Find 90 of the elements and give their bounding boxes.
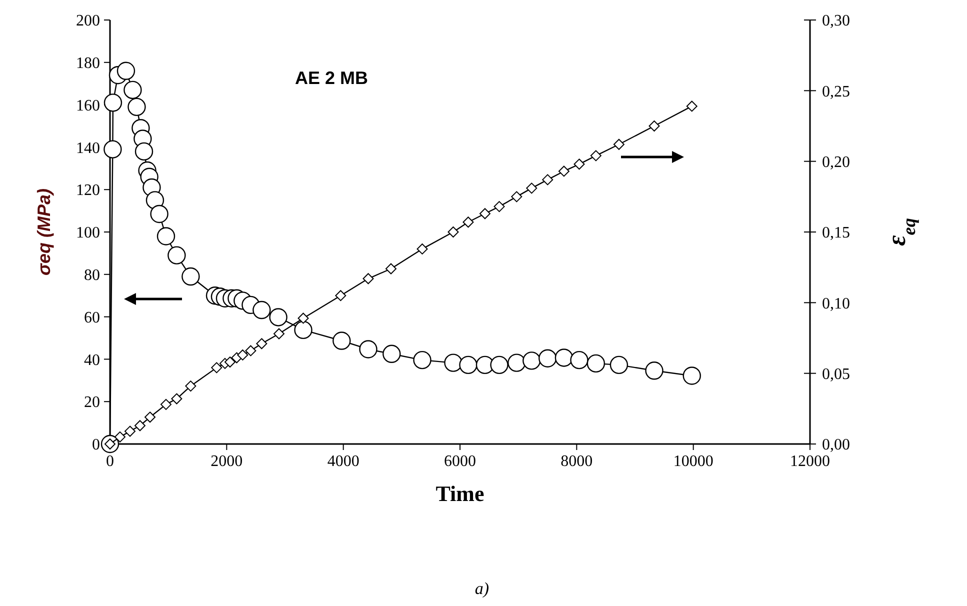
- point: [558, 166, 570, 177]
- point: [494, 201, 505, 212]
- point: [124, 80, 142, 100]
- point: [185, 380, 196, 392]
- point: [570, 350, 588, 370]
- point: [682, 366, 701, 385]
- point: [413, 350, 432, 370]
- x-tick-label: 8000: [560, 453, 593, 470]
- point: [362, 273, 374, 284]
- y-tick-label: 40: [84, 352, 100, 369]
- point: [416, 243, 428, 254]
- y-tick-label: 60: [84, 309, 100, 326]
- point: [104, 94, 122, 112]
- x-axis-title: Time: [436, 481, 484, 506]
- y-axis-title: σeq (MPa): [34, 188, 54, 276]
- y-tick-label: 120: [76, 182, 100, 200]
- point: [574, 158, 585, 170]
- point: [294, 320, 312, 340]
- point: [382, 344, 401, 363]
- y2-tick-label: 0,10: [822, 295, 850, 312]
- point: [182, 267, 200, 286]
- point: [645, 362, 664, 380]
- point: [335, 290, 346, 302]
- annotation: AE 2 MB: [295, 68, 368, 88]
- y-tick-label: 20: [84, 394, 100, 412]
- point: [224, 356, 236, 368]
- x-tick-label: 2000: [210, 453, 243, 470]
- y2-tick-label: 0,15: [822, 224, 850, 242]
- point: [610, 356, 628, 374]
- y-tick-label: 80: [84, 267, 100, 284]
- point: [459, 356, 478, 374]
- point: [150, 204, 168, 224]
- x-tick-label: 6000: [444, 453, 476, 470]
- point: [104, 140, 122, 158]
- y-tick-label: 140: [76, 140, 100, 157]
- point: [168, 246, 186, 264]
- point: [269, 308, 288, 326]
- x-tick-label: 4000: [327, 453, 360, 470]
- point: [479, 208, 490, 220]
- y-tick-label: 100: [76, 224, 100, 242]
- point: [273, 328, 284, 340]
- point: [590, 150, 602, 162]
- y-tick-label: 0: [92, 436, 100, 454]
- point: [171, 393, 182, 404]
- x-tick-label: 0: [106, 453, 114, 470]
- point: [462, 216, 474, 228]
- point: [686, 100, 698, 112]
- point: [511, 191, 522, 202]
- point: [526, 182, 538, 194]
- point: [116, 62, 136, 80]
- text: a): [474, 579, 490, 598]
- point: [542, 174, 554, 186]
- point: [648, 120, 660, 132]
- y2-tick-label: 0,00: [822, 436, 850, 454]
- point: [256, 338, 268, 350]
- point: [134, 420, 146, 432]
- point: [237, 349, 248, 360]
- point: [554, 348, 574, 367]
- point: [128, 98, 146, 116]
- point: [156, 227, 176, 246]
- point: [134, 142, 154, 161]
- point: [385, 263, 396, 274]
- point: [508, 354, 526, 372]
- y-tick-label: 160: [76, 97, 100, 114]
- point: [448, 226, 459, 238]
- x-tick-label: 10000: [673, 453, 714, 470]
- point: [252, 300, 271, 320]
- point: [613, 138, 624, 150]
- point: [490, 356, 508, 374]
- point: [245, 345, 256, 356]
- y2-tick-label: 0,20: [822, 154, 850, 171]
- point: [332, 332, 351, 350]
- point: [144, 412, 156, 423]
- point: [124, 426, 136, 437]
- point: [298, 312, 309, 324]
- point: [211, 362, 222, 374]
- y2-tick-label: 0,30: [822, 12, 850, 30]
- point: [538, 349, 557, 368]
- point: [359, 340, 378, 358]
- y2-tick-label: 0,05: [822, 366, 850, 383]
- point: [586, 354, 606, 373]
- y-tick-label: 200: [76, 12, 100, 30]
- y-tick-label: 180: [76, 55, 100, 72]
- point: [160, 398, 172, 410]
- point: [444, 354, 462, 372]
- point: [114, 431, 126, 442]
- y2-tick-label: 0,25: [822, 83, 850, 100]
- x-tick-label: 12000: [790, 453, 830, 470]
- point: [146, 191, 164, 210]
- point: [522, 352, 541, 370]
